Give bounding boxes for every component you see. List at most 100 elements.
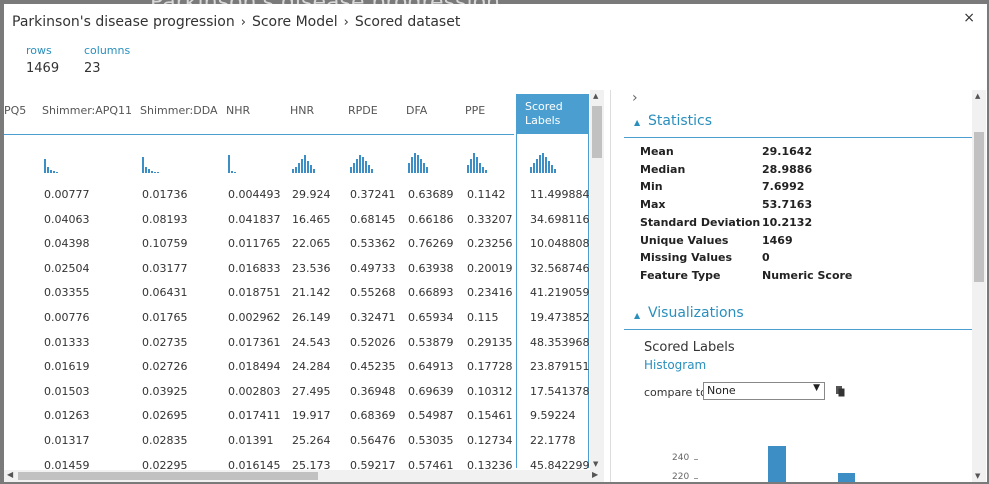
table-cell: 9.59224 [530, 409, 576, 423]
scroll-thumb[interactable] [18, 472, 318, 480]
histogram-bar [530, 167, 532, 173]
table-cell: 0.17728 [467, 360, 513, 374]
scroll-down-icon[interactable]: ▼ [975, 472, 981, 480]
histogram-bar [56, 172, 58, 173]
histogram-bar [368, 165, 370, 173]
expand-chevron-icon[interactable]: › [632, 90, 638, 106]
table-cell: 0.69639 [408, 384, 454, 398]
table-cell: 0.29135 [467, 335, 513, 349]
column-header[interactable]: NHR [226, 104, 251, 117]
table-cell: 0.66186 [408, 212, 454, 226]
column-header[interactable]: Shimmer:DDA [140, 104, 218, 117]
collapse-triangle-icon[interactable]: ▲ [634, 118, 641, 127]
selected-column-header[interactable]: Scored Labels [516, 94, 588, 134]
table-vertical-scrollbar[interactable]: ▲ ▼ [590, 90, 604, 470]
histogram-bar [142, 157, 144, 173]
stat-value: 28.9886 [762, 162, 813, 176]
histogram-bar [365, 161, 367, 173]
copy-icon[interactable] [836, 386, 845, 397]
breadcrumb-experiment[interactable]: Parkinson's disease progression [12, 14, 235, 30]
histogram-bar [292, 169, 294, 173]
close-icon[interactable]: × [963, 10, 975, 26]
table-cell: 0.01317 [44, 434, 90, 447]
breadcrumb-separator: › [240, 15, 246, 30]
scroll-thumb[interactable] [592, 106, 602, 158]
table-cell: 0.03925 [142, 384, 188, 398]
table-cell: 0.018494 [228, 360, 281, 374]
table-cell: 17.541378 [530, 384, 590, 398]
table-cell: 24.284 [292, 360, 331, 374]
table-cell: 21.142 [292, 286, 331, 300]
compare-to-value: None [707, 384, 736, 397]
column-header[interactable]: RPDE [348, 104, 378, 117]
scroll-down-icon[interactable]: ▼ [593, 460, 599, 468]
table-cell: 0.03177 [142, 261, 188, 275]
scroll-up-icon[interactable]: ▲ [593, 92, 599, 100]
histogram-bar [371, 169, 373, 173]
compare-to-select[interactable]: None ▼ [703, 382, 825, 400]
histogram-bar [313, 169, 315, 173]
table-cell: 10.048808 [530, 237, 590, 251]
table-cell: 27.495 [292, 384, 331, 398]
collapse-triangle-icon[interactable]: ▲ [634, 311, 641, 320]
table-horizontal-scrollbar[interactable]: ◀ ▶ [4, 470, 604, 482]
stat-value: 53.7163 [762, 198, 813, 212]
table-cell: 0.004493 [228, 188, 281, 201]
panel-vertical-scrollbar[interactable]: ▲ ▼ [972, 90, 986, 482]
viz-column-name: Scored Labels [644, 340, 735, 355]
scroll-right-icon[interactable]: ▶ [592, 470, 599, 479]
table-cell: 0.10759 [142, 237, 188, 251]
table-cell: 0.017361 [228, 335, 281, 349]
table-cell: 0.68369 [350, 409, 396, 423]
stat-value: 10.2132 [762, 215, 813, 229]
scroll-up-icon[interactable]: ▲ [975, 92, 981, 100]
stat-label: Missing Values [640, 251, 733, 265]
statistics-divider [624, 137, 974, 138]
histogram-bar [485, 170, 487, 173]
histogram-bar [417, 155, 419, 173]
stat-value: Numeric Score [762, 268, 853, 282]
histogram-bar [420, 159, 422, 173]
histogram-bar [304, 155, 306, 173]
table-cell: 0.01765 [142, 311, 188, 324]
histogram-bar [310, 165, 312, 173]
table-cell: 0.56476 [350, 434, 396, 447]
table-cell: 0.01263 [44, 409, 90, 423]
scroll-left-icon[interactable]: ◀ [7, 470, 14, 479]
table-cell: 0.01736 [142, 188, 188, 201]
table-cell: 11.499884 [530, 188, 590, 201]
table-cell: 0.76269 [408, 237, 454, 251]
table-cell: 0.64913 [408, 360, 454, 374]
table-cell: 0.53879 [408, 335, 454, 349]
table-cell: 0.12734 [467, 434, 513, 447]
histogram-bar [467, 165, 469, 173]
column-header[interactable]: DFA [406, 104, 428, 117]
histogram-bar [536, 159, 538, 173]
histogram-bar [542, 153, 544, 173]
table-cell: 0.02726 [142, 360, 188, 374]
histogram-bar [301, 159, 303, 173]
column-header[interactable]: Shimmer:APQ11 [42, 104, 133, 117]
data-table: Scored Labels PQ5 Shimmer:APQ11 0.00777 0.0… [4, 90, 592, 470]
histogram-bar [157, 172, 159, 173]
statistics-title[interactable]: Statistics [648, 113, 712, 129]
column-header[interactable]: PQ5 [4, 104, 27, 117]
column-header[interactable]: PPE [465, 104, 486, 117]
visualizations-title[interactable]: Visualizations [648, 305, 744, 321]
column-header[interactable]: HNR [290, 104, 315, 117]
breadcrumb-module[interactable]: Score Model [251, 14, 338, 30]
histogram-bar [356, 159, 358, 173]
stat-label: Mean [640, 145, 674, 158]
scroll-thumb[interactable] [974, 132, 984, 282]
table-cell: 22.065 [292, 237, 331, 251]
table-cell: 48.353968 [530, 335, 590, 349]
histogram-link[interactable]: Histogram [644, 358, 707, 372]
table-cell: 0.23256 [467, 237, 513, 251]
axis-tick [694, 459, 698, 460]
histogram-bar [554, 169, 556, 173]
table-cell: 0.03355 [44, 286, 90, 300]
table-cell: 0.53035 [408, 434, 454, 447]
table-cell: 0.54987 [408, 409, 454, 423]
table-cell: 19.917 [292, 409, 331, 423]
header-divider [4, 134, 514, 135]
